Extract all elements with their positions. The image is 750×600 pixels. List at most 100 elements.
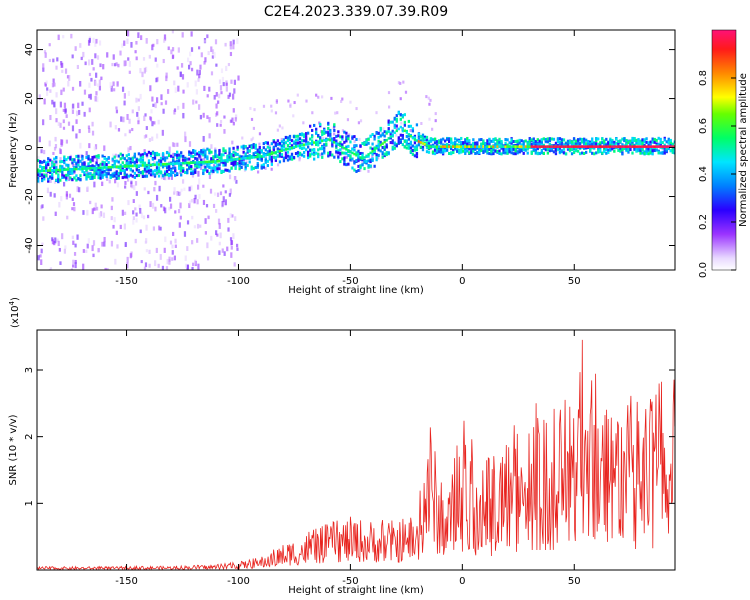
heat-cell <box>208 171 211 175</box>
heat-cell <box>403 123 406 127</box>
heat-cell <box>129 173 132 177</box>
heat-cell <box>317 143 320 147</box>
heat-cell <box>252 152 255 156</box>
x-tick-label: 50 <box>568 276 581 287</box>
heat-cell <box>393 125 396 129</box>
heat-cell <box>562 147 566 151</box>
heat-cell <box>353 135 356 139</box>
heat-cell <box>176 153 179 157</box>
heat-cell <box>669 141 672 145</box>
heat-cell <box>54 211 57 216</box>
heat-cell <box>524 145 527 148</box>
heat-cell <box>242 157 245 160</box>
heat-cell <box>669 138 672 142</box>
heat-cell <box>462 149 465 153</box>
heat-cell <box>60 89 63 96</box>
heat-cell <box>124 60 128 66</box>
heat-cell <box>79 159 82 163</box>
heat-cell <box>222 82 225 87</box>
heat-cell <box>91 158 94 162</box>
heat-cell <box>61 173 64 177</box>
heat-cell <box>568 141 572 145</box>
heat-cell <box>373 164 376 168</box>
heat-cell <box>468 147 471 151</box>
heat-cell <box>659 137 662 141</box>
heat-cell <box>237 75 240 81</box>
heat-cell <box>554 148 558 152</box>
heat-cell <box>224 190 227 194</box>
heat-cell <box>359 168 362 172</box>
heat-cell <box>576 145 580 148</box>
heat-cell <box>399 113 402 117</box>
heat-cell <box>75 162 78 166</box>
heat-cell <box>111 163 114 167</box>
heat-cell <box>97 176 100 180</box>
heat-cell <box>270 162 274 166</box>
heat-cell <box>123 169 126 173</box>
heat-cell <box>347 137 350 141</box>
heat-cell <box>218 167 221 171</box>
heat-cell <box>516 139 519 143</box>
heat-cell <box>145 174 149 178</box>
heat-cell <box>397 141 400 145</box>
heat-cell <box>230 152 233 156</box>
heat-cell <box>482 145 485 148</box>
heat-cell <box>77 102 80 109</box>
heat-cell <box>403 113 406 117</box>
heat-cell <box>101 166 104 169</box>
heat-cell <box>210 46 213 53</box>
heat-cell <box>180 163 183 167</box>
heat-cell <box>425 135 429 139</box>
heat-cell <box>95 206 99 211</box>
heat-cell <box>161 157 165 161</box>
heat-cell <box>371 152 374 156</box>
heat-cell <box>313 123 316 127</box>
heat-cell <box>454 137 457 141</box>
heat-cell <box>395 127 399 131</box>
heat-cell <box>514 149 517 153</box>
heat-cell <box>357 168 360 172</box>
heat-cell <box>208 133 211 139</box>
heat-cell <box>62 108 65 112</box>
heat-cell <box>633 147 636 151</box>
heat-cell <box>82 210 85 215</box>
heat-cell <box>504 141 507 145</box>
heat-cell <box>41 177 44 181</box>
heat-cell <box>629 145 632 148</box>
heat-cell <box>534 145 537 148</box>
heat-cell <box>135 174 139 178</box>
heat-cell <box>64 245 67 250</box>
heat-cell <box>401 129 404 133</box>
heat-cell <box>190 199 194 203</box>
heat-cell <box>357 152 360 156</box>
heat-cell <box>574 139 578 143</box>
heat-cell <box>306 156 310 160</box>
heat-cell <box>198 46 201 50</box>
heat-cell <box>425 143 429 147</box>
heat-cell <box>206 169 209 173</box>
heat-cell <box>256 161 259 165</box>
heat-cell <box>524 139 527 143</box>
heat-cell <box>87 164 90 168</box>
heat-cell <box>478 148 481 152</box>
heat-cell <box>174 244 177 249</box>
heat-cell <box>198 178 201 185</box>
heat-cell <box>37 255 40 261</box>
heat-cell <box>53 168 56 172</box>
heat-cell <box>214 112 218 117</box>
heat-cell <box>504 148 507 152</box>
heat-cell <box>260 155 263 158</box>
heat-cell <box>71 158 74 162</box>
heat-cell <box>246 156 249 160</box>
heat-cell <box>99 211 103 217</box>
heat-cell <box>387 151 390 155</box>
heat-cell <box>582 140 586 144</box>
heat-cell <box>532 145 535 148</box>
heat-cell <box>260 158 263 162</box>
heat-cell <box>272 145 276 149</box>
heat-cell <box>197 170 200 177</box>
heat-cell <box>292 145 296 149</box>
heat-cell <box>294 138 298 142</box>
heat-cell <box>260 150 263 154</box>
heat-cell <box>582 142 586 146</box>
